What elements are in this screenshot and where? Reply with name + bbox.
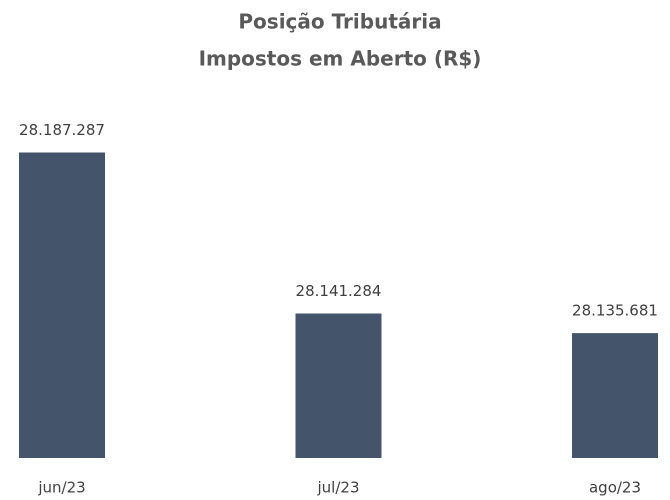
x-tick-label: jul/23 bbox=[317, 479, 360, 497]
x-tick-label: jun/23 bbox=[37, 479, 85, 497]
x-tick-label: ago/23 bbox=[589, 479, 641, 497]
bar bbox=[19, 152, 105, 459]
bar bbox=[295, 313, 382, 458]
bar bbox=[572, 333, 658, 458]
data-label: 28.135.681 bbox=[572, 302, 658, 320]
chart-subtitle: Impostos em Aberto (R$) bbox=[199, 47, 482, 71]
data-label: 28.187.287 bbox=[19, 121, 105, 139]
data-label: 28.141.284 bbox=[296, 282, 382, 300]
chart-title: Posição Tributária bbox=[238, 10, 441, 34]
